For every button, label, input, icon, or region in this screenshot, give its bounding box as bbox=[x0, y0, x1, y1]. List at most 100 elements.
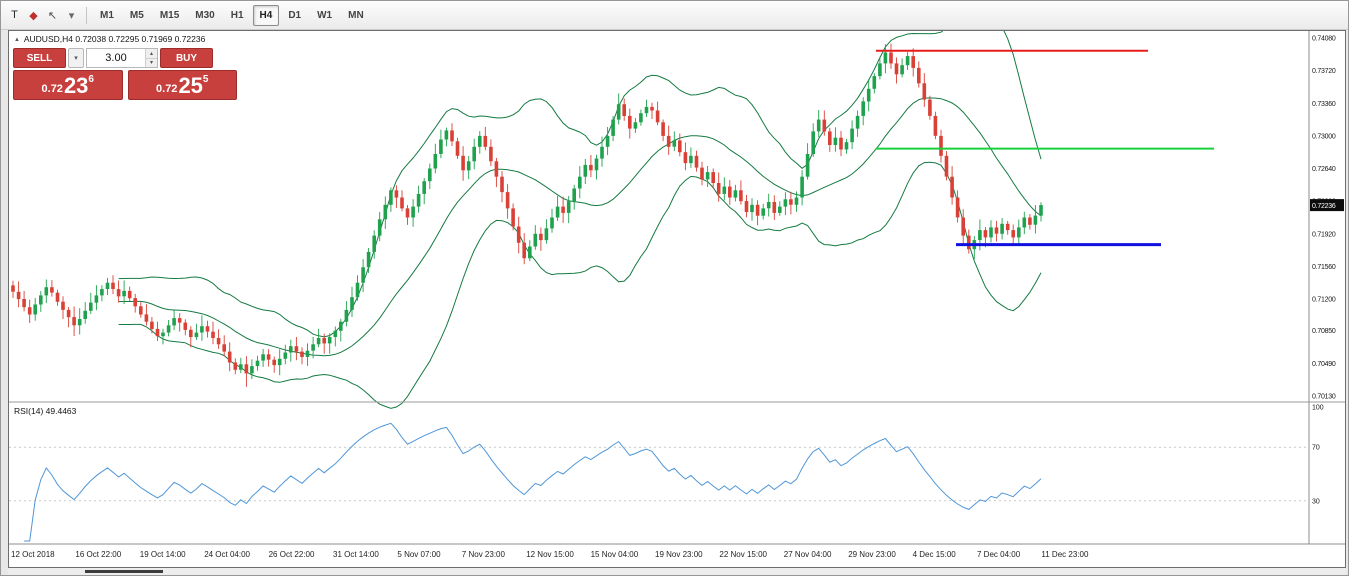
candle bbox=[922, 83, 927, 100]
time-axis-label: 24 Oct 04:00 bbox=[204, 550, 250, 559]
candle bbox=[433, 154, 438, 169]
volume-dropdown-button[interactable]: ▾ bbox=[68, 48, 84, 68]
candles-layer bbox=[11, 43, 1043, 387]
trade-buttons-row: SELL ▾ 3.00 ▴ ▾ BUY bbox=[13, 48, 237, 68]
candle bbox=[655, 110, 660, 123]
candle bbox=[66, 309, 71, 318]
candle bbox=[83, 310, 87, 319]
candle bbox=[583, 164, 588, 177]
timeframe-button-h4[interactable]: H4 bbox=[252, 4, 280, 26]
timeframe-button-d1[interactable]: D1 bbox=[288, 9, 302, 21]
candle bbox=[589, 164, 593, 171]
candle bbox=[761, 208, 765, 216]
volume-spin-up-icon[interactable]: ▴ bbox=[146, 49, 157, 59]
candle bbox=[872, 76, 877, 89]
candle bbox=[116, 289, 121, 297]
candle bbox=[355, 282, 360, 298]
candle bbox=[227, 351, 232, 363]
price-axis-label: 0.71200 bbox=[1312, 297, 1336, 304]
cursor-dropdown-icon[interactable]: ▾ bbox=[68, 9, 75, 22]
candle bbox=[233, 362, 238, 370]
price-axis-label: 0.70850 bbox=[1312, 328, 1336, 335]
timeframe-button-mn[interactable]: MN bbox=[348, 9, 364, 21]
scrollbar-thumb[interactable] bbox=[85, 570, 163, 573]
timeframe-button-m15[interactable]: M15 bbox=[159, 9, 180, 21]
candle bbox=[166, 325, 171, 333]
price-axis[interactable]: 0.74080 0.73720 0.73360 0.73000 0.72640 0.722… bbox=[1312, 36, 1336, 401]
candle bbox=[478, 135, 482, 147]
candle bbox=[183, 322, 188, 330]
candle bbox=[844, 142, 849, 150]
candle bbox=[200, 326, 204, 333]
bollinger-upper-band bbox=[118, 31, 1042, 338]
candle bbox=[139, 306, 143, 315]
candle bbox=[55, 292, 60, 302]
candle bbox=[833, 137, 838, 145]
price-axis-label: 0.71920 bbox=[1312, 231, 1336, 238]
price-axis-label: 0.73000 bbox=[1312, 133, 1336, 140]
candle bbox=[44, 287, 49, 296]
candle bbox=[439, 139, 443, 154]
rsi-axis-label: 70 bbox=[1312, 445, 1320, 452]
candle bbox=[494, 161, 499, 177]
price-chart[interactable]: 0.740800.737200.733600.730000.726400.722… bbox=[9, 31, 1345, 567]
candle bbox=[944, 155, 949, 177]
time-axis-label: 26 Oct 22:00 bbox=[269, 550, 315, 559]
candle bbox=[700, 167, 704, 180]
price-axis-label: 0.73720 bbox=[1312, 68, 1336, 75]
buy-button[interactable]: BUY bbox=[160, 48, 213, 68]
cursor-tool-icon[interactable]: ↖ bbox=[47, 9, 58, 22]
candle bbox=[472, 146, 476, 162]
candle bbox=[127, 290, 132, 299]
candle bbox=[422, 181, 426, 194]
candle bbox=[33, 304, 37, 315]
candle bbox=[811, 131, 815, 155]
current-price-label: 0.72236 bbox=[1312, 203, 1336, 210]
candle bbox=[255, 360, 260, 367]
candle bbox=[72, 317, 76, 326]
time-axis-label: 11 Dec 23:00 bbox=[1041, 550, 1089, 559]
candle bbox=[716, 183, 721, 194]
timeframe-button-w1[interactable]: W1 bbox=[317, 9, 333, 21]
candle bbox=[89, 302, 93, 311]
candle bbox=[744, 201, 749, 212]
bid-price-button[interactable]: 0.72 23 6 bbox=[13, 70, 123, 100]
candle bbox=[1011, 230, 1015, 238]
candle bbox=[344, 309, 349, 322]
candle bbox=[855, 115, 860, 129]
time-axis-label: 19 Nov 23:00 bbox=[655, 550, 703, 559]
bollinger-bands bbox=[118, 31, 1042, 409]
candle bbox=[133, 298, 137, 307]
text-tool-icon[interactable]: T bbox=[11, 9, 18, 21]
time-axis-label: 7 Dec 04:00 bbox=[977, 550, 1021, 559]
sell-button[interactable]: SELL bbox=[13, 48, 66, 68]
candle bbox=[411, 206, 415, 218]
indicator-tool-icon[interactable]: ◆ bbox=[29, 9, 38, 22]
candle bbox=[377, 219, 382, 236]
ask-price-button[interactable]: 0.72 25 5 bbox=[127, 70, 237, 100]
candle bbox=[61, 301, 65, 310]
volume-spinner: ▴ ▾ bbox=[145, 49, 157, 67]
candle bbox=[861, 101, 865, 116]
candle bbox=[822, 119, 827, 132]
candle bbox=[722, 186, 727, 194]
price-axis-label: 0.72640 bbox=[1312, 166, 1336, 173]
candle bbox=[111, 282, 115, 289]
timeframe-button-m5[interactable]: M5 bbox=[129, 9, 144, 21]
candle bbox=[566, 201, 571, 213]
volume-input[interactable]: 3.00 bbox=[105, 52, 127, 64]
time-axis[interactable]: 12 Oct 2018 16 Oct 22:00 19 Oct 14:00 24 Oc… bbox=[11, 550, 1089, 559]
candle bbox=[205, 326, 210, 332]
bollinger-middle-band bbox=[118, 97, 1042, 357]
horizontal-scrollbar[interactable] bbox=[8, 568, 1346, 575]
price-axis-label: 0.71560 bbox=[1312, 264, 1336, 271]
timeframe-button-h1[interactable]: H1 bbox=[230, 9, 244, 21]
candle bbox=[455, 141, 460, 156]
candle bbox=[389, 190, 393, 205]
chart-window: ▲ AUDUSD,H4 0.72038 0.72295 0.71969 0.72… bbox=[8, 30, 1346, 568]
volume-spin-down-icon[interactable]: ▾ bbox=[146, 58, 157, 67]
candle bbox=[50, 287, 54, 293]
timeframe-button-m30[interactable]: M30 bbox=[195, 9, 215, 21]
timeframe-button-m1[interactable]: M1 bbox=[100, 9, 114, 21]
